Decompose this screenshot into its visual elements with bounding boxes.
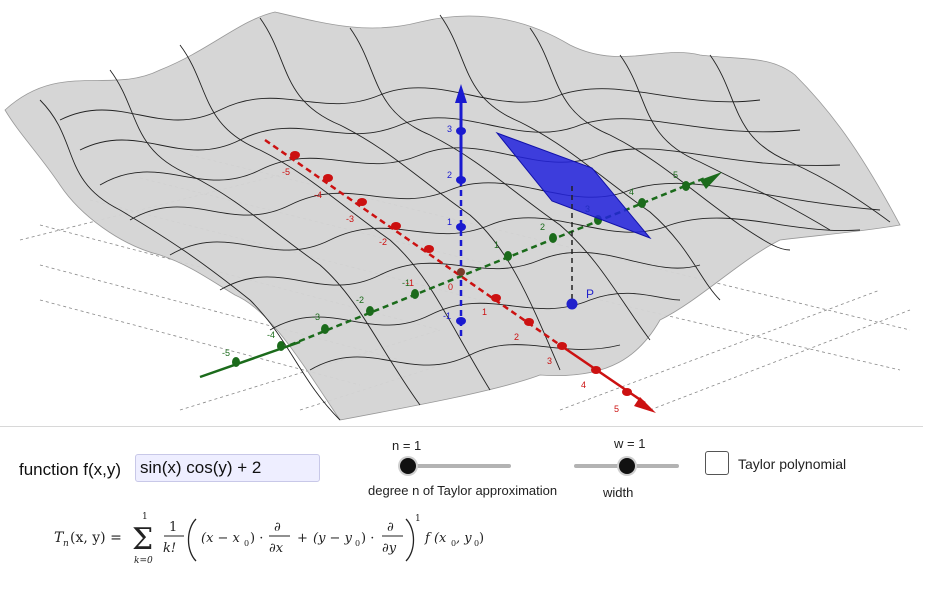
x-tick-label: -4 bbox=[314, 190, 322, 200]
y-tick-label: 2 bbox=[540, 222, 545, 232]
y-tick-label: 4 bbox=[629, 187, 634, 197]
f-part: f (x bbox=[424, 531, 447, 546]
function-label: function f(x,y) bbox=[19, 460, 122, 479]
slider-knob[interactable] bbox=[400, 458, 417, 474]
w-slider-value-label: w = 1 bbox=[614, 436, 646, 451]
x-tick-label: -2 bbox=[379, 237, 387, 247]
z-tick-label: -1 bbox=[443, 311, 451, 321]
taylor-polynomial-label: Taylor polynomial bbox=[738, 456, 847, 472]
x-tick-label: -3 bbox=[346, 214, 354, 224]
term-x-sub: 0 bbox=[244, 539, 249, 548]
z-axis-arrow bbox=[455, 84, 467, 103]
sigma-symbol: Σ bbox=[132, 522, 153, 557]
partial-den-y: ∂y bbox=[382, 541, 397, 556]
slider-track bbox=[403, 464, 511, 468]
z-tick-label: 3 bbox=[447, 124, 452, 134]
taylor-polynomial-checkbox[interactable] bbox=[705, 451, 729, 475]
y-axis-ticks bbox=[232, 181, 690, 367]
slider-knob[interactable] bbox=[618, 458, 635, 474]
y-tick-label: -1 bbox=[402, 278, 410, 288]
w-slider-caption: width bbox=[603, 485, 634, 500]
formula-lhs-args: (x, y) = bbox=[70, 530, 122, 546]
formula-lhs-sub: n bbox=[63, 539, 69, 549]
x-axis-arrow bbox=[634, 397, 656, 413]
x-tick-label: 5 bbox=[614, 404, 619, 414]
x-tick-label: -1 bbox=[406, 278, 414, 288]
f-end: ) bbox=[479, 531, 484, 546]
graphics-3d-view[interactable]: -5 -4 -3 -2 -1 1 2 3 4 5 -5 -4 -3 -2 -1 … bbox=[0, 0, 925, 425]
x-axis-ticks bbox=[290, 151, 632, 396]
z-tick-label: 1 bbox=[447, 217, 452, 227]
term-x: (x − x bbox=[201, 531, 241, 546]
power-exponent: 1 bbox=[415, 514, 421, 524]
sum-lower-limit: k=0 bbox=[134, 556, 153, 566]
x-tick-label: 4 bbox=[581, 380, 586, 390]
x-tick-label: 0 bbox=[448, 282, 453, 292]
partial-num-x: ∂ bbox=[274, 520, 281, 535]
y-axis-arrow bbox=[700, 172, 722, 189]
point-p-label: P bbox=[586, 287, 594, 301]
surface-mesh bbox=[39, 14, 891, 421]
n-degree-slider[interactable] bbox=[400, 456, 511, 476]
y-tick-label: 1 bbox=[494, 240, 499, 250]
partial-den-x: ∂x bbox=[269, 541, 284, 556]
y-axis-hidden bbox=[289, 176, 706, 347]
term-x-end: ) · bbox=[250, 531, 263, 546]
f-mid: , y bbox=[456, 531, 472, 546]
z-axis-ticks bbox=[456, 127, 466, 325]
f-sub-2: 0 bbox=[474, 539, 479, 548]
function-surface bbox=[4, 11, 901, 421]
panel-divider bbox=[0, 426, 923, 427]
y-tick-label: -4 bbox=[267, 330, 275, 340]
n-slider-value-label: n = 1 bbox=[392, 438, 422, 453]
plus-sign: + bbox=[297, 531, 308, 546]
point-p[interactable] bbox=[566, 298, 578, 310]
y-tick-label: 5 bbox=[673, 170, 678, 180]
y-tick-label: -2 bbox=[356, 295, 364, 305]
formula-lhs: T bbox=[54, 530, 65, 546]
w-width-slider[interactable] bbox=[574, 456, 679, 476]
sum-upper-limit: 1 bbox=[142, 512, 148, 522]
term-y-end: ) · bbox=[361, 531, 374, 546]
term-y-sub: 0 bbox=[355, 539, 360, 548]
y-tick-label: -5 bbox=[222, 348, 230, 358]
x-tick-label: 2 bbox=[514, 332, 519, 342]
partial-num-y: ∂ bbox=[387, 520, 394, 535]
taylor-formula: T n (x, y) = Σ 1 k=0 1 k! (x − x 0 ) · ∂… bbox=[50, 507, 510, 569]
fraction-numerator: 1 bbox=[169, 520, 177, 535]
x-tick-label: 3 bbox=[547, 356, 552, 366]
y-tick-label: -3 bbox=[312, 312, 320, 322]
n-slider-caption: degree n of Taylor approximation bbox=[368, 483, 558, 498]
x-tick-label: -5 bbox=[282, 167, 290, 177]
x-tick-label: 1 bbox=[482, 307, 487, 317]
fraction-denominator: k! bbox=[163, 541, 176, 556]
term-y: (y − y bbox=[313, 531, 353, 546]
z-tick-label: 2 bbox=[447, 170, 452, 180]
left-paren bbox=[187, 518, 197, 562]
tangent-plane[interactable] bbox=[495, 131, 652, 240]
f-sub-1: 0 bbox=[451, 539, 456, 548]
function-input[interactable] bbox=[135, 454, 320, 482]
origin-point bbox=[457, 268, 465, 276]
y-axis bbox=[199, 340, 301, 379]
right-paren bbox=[405, 518, 415, 562]
